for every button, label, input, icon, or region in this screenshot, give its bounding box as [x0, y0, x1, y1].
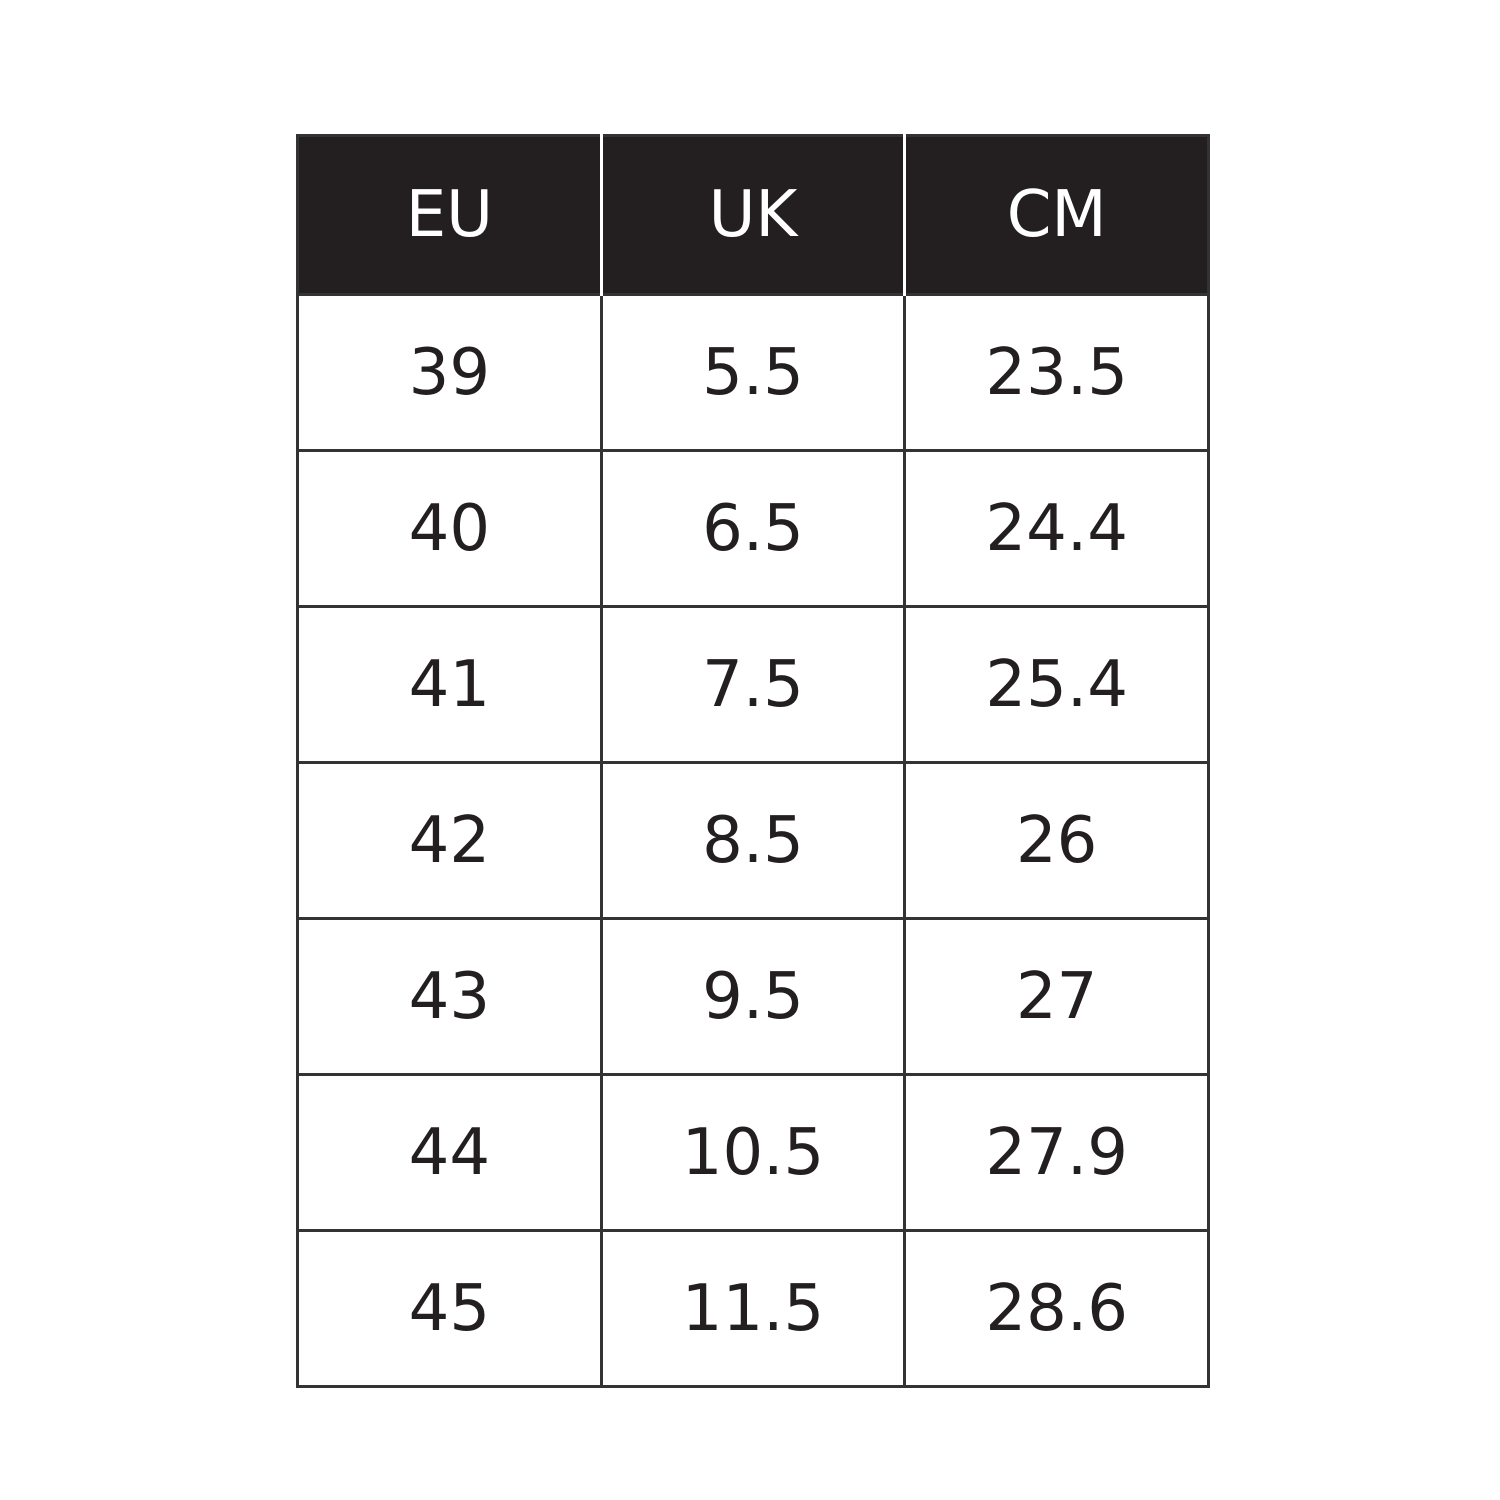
table-cell: 6.5: [599, 449, 907, 608]
table-cell: 27: [903, 917, 1210, 1076]
table-row: 45 11.5 28.6: [296, 1229, 1210, 1388]
table-cell: 8.5: [599, 761, 907, 920]
table-cell: 10.5: [599, 1073, 907, 1232]
table-cell: 42: [296, 761, 603, 920]
table-cell: 11.5: [599, 1229, 907, 1388]
header-cell: UK: [599, 135, 905, 295]
header-row: EU UK CM: [297, 135, 1209, 295]
table-row: 39 5.5 23.5: [296, 293, 1210, 452]
table-cell: 39: [296, 293, 603, 452]
table-cell: 45: [296, 1229, 603, 1388]
table-cell: 24.4: [903, 449, 1210, 608]
header-cell: EU: [297, 135, 602, 295]
header-cell: CM: [903, 135, 1209, 295]
table-cell: 40: [296, 449, 603, 608]
table-cell: 23.5: [903, 293, 1210, 452]
table-cell: 9.5: [599, 917, 907, 1076]
table-body: 39 5.5 23.5 40 6.5 24.4 41 7.5 25.4 42 8.5 26 43 9.5 2…: [296, 293, 1210, 1388]
table-cell: 25.4: [903, 605, 1210, 764]
table-row: 43 9.5 27: [296, 917, 1210, 1076]
table-cell: 41: [296, 605, 603, 764]
table-cell: 26: [903, 761, 1210, 920]
table-cell: 7.5: [599, 605, 907, 764]
table-cell: 5.5: [599, 293, 907, 452]
table-row: 41 7.5 25.4: [296, 605, 1210, 764]
table-cell: 28.6: [903, 1229, 1210, 1388]
table-row: 42 8.5 26: [296, 761, 1210, 920]
table-cell: 43: [296, 917, 603, 1076]
table-cell: 27.9: [903, 1073, 1210, 1232]
size-table: EU UK CM 39 5.5 23.5 40 6.5 24.4 41 7.5 25.4 42 8.5 2…: [296, 134, 1210, 1388]
table-row: 44 10.5 27.9: [296, 1073, 1210, 1232]
table-row: 40 6.5 24.4: [296, 449, 1210, 608]
table-cell: 44: [296, 1073, 603, 1232]
